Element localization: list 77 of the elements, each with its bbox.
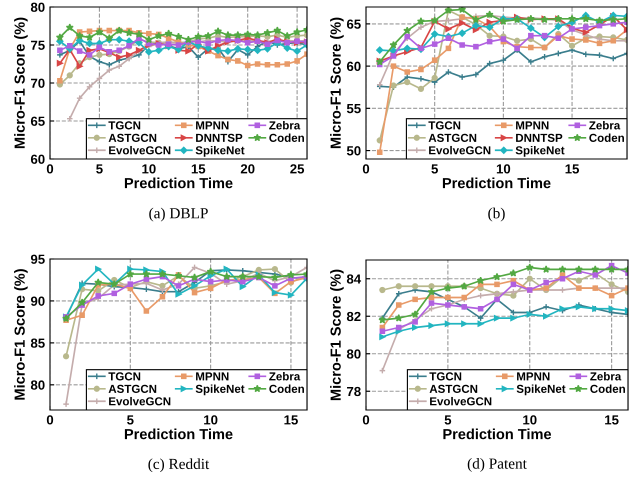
legend-label: DNNTSP [516, 134, 562, 142]
legend-label: TGCN [429, 372, 462, 380]
y-tick-label: 82 [346, 312, 361, 322]
legend-label: SpikeNet [516, 384, 566, 396]
y-tick-label: 75 [31, 40, 45, 50]
x-tick-label: 15 [605, 415, 619, 425]
x-tick-label: 0 [46, 415, 54, 425]
legend-label: MPNN [196, 372, 228, 380]
legend-label: EvolveGCN [429, 146, 490, 154]
y-axis-title: Micro-F1 Score (%) [330, 270, 344, 400]
legend-label: ASTGCN [108, 384, 156, 393]
legend-label: TGCN [108, 372, 140, 380]
x-tick-label: 10 [142, 164, 156, 174]
y-tick-label: 60 [346, 62, 361, 72]
text: (b) [488, 208, 505, 222]
y-tick-label: 50 [346, 146, 361, 156]
y-tick-label: 90 [30, 296, 45, 306]
x-tick-label: 0 [46, 164, 54, 174]
y-tick-label: 80 [30, 380, 45, 390]
x-tick-label: 5 [444, 415, 452, 425]
y-tick-label: 85 [30, 338, 45, 348]
legend-label: Coden [589, 133, 624, 142]
legend-label: Zebra [589, 121, 620, 130]
legend-label: EvolveGCN [109, 146, 170, 154]
y-tick-label: 84 [346, 274, 362, 284]
legend-label: EvolveGCN [109, 396, 170, 406]
x-tick-label: 5 [127, 415, 134, 425]
y-tick-label: 65 [346, 19, 361, 29]
legend-label: DNNTSP [196, 134, 242, 142]
x-tick-label: 5 [431, 164, 438, 174]
x-axis-title: Prediction Time [443, 428, 552, 440]
legend-label: Coden [269, 384, 304, 393]
legend-label: Coden [590, 384, 625, 393]
x-tick-label: 0 [362, 164, 370, 174]
legend-label: TGCN [428, 121, 460, 130]
legend-label: SpikeNet [196, 146, 244, 157]
x-tick-label: 10 [204, 415, 218, 425]
legend-label: EvolveGCN [430, 396, 492, 406]
y-tick-label: 80 [30, 2, 45, 12]
legend-label: ASTGCN [108, 134, 156, 142]
legend-label: MPNN [517, 372, 550, 380]
y-axis-title: Micro-F1 Score (%) [330, 18, 344, 148]
x-tick-label: 15 [192, 164, 206, 174]
legend-label: ASTGCN [430, 384, 478, 393]
legend-label: SpikeNet [196, 384, 244, 396]
legend-label: SpikeNet [516, 146, 564, 157]
x-tick-label: 15 [284, 415, 298, 425]
x-tick-label: 0 [362, 415, 370, 425]
legend-label: Zebra [269, 372, 300, 380]
y-tick-label: 60 [30, 154, 45, 164]
y-tick-label: 55 [346, 104, 361, 114]
x-tick-label: 5 [96, 164, 103, 174]
x-tick-label: 20 [240, 164, 254, 174]
text: (a) DBLP [149, 208, 208, 222]
legend-label: MPNN [516, 121, 548, 130]
legend-label: Zebra [590, 372, 622, 380]
y-tick-label: 78 [347, 386, 361, 396]
legend-label: Coden [269, 133, 304, 142]
legend-label: TGCN [108, 121, 140, 130]
x-axis-title: Prediction Time [442, 178, 551, 188]
x-axis-title: Prediction Time [124, 428, 233, 440]
x-tick-label: 10 [523, 415, 537, 425]
text: (d) Patent [468, 458, 527, 472]
x-tick-label: 15 [566, 164, 580, 174]
text: (c) Reddit [148, 458, 210, 472]
y-tick-label: 65 [30, 116, 45, 126]
y-tick-label: 70 [31, 78, 45, 88]
legend-label: Zebra [269, 121, 300, 130]
y-axis-title: Micro-F1 Score (%) [14, 18, 28, 148]
y-axis-title: Micro-F1 Score (%) [14, 269, 28, 400]
y-tick-label: 80 [346, 349, 361, 359]
x-tick-label: 25 [290, 164, 304, 174]
x-axis-title: Prediction Time [124, 178, 233, 188]
x-tick-label: 10 [496, 164, 510, 174]
legend-label: MPNN [196, 121, 228, 130]
y-tick-label: 95 [30, 254, 45, 264]
legend-label: ASTGCN [428, 134, 476, 142]
